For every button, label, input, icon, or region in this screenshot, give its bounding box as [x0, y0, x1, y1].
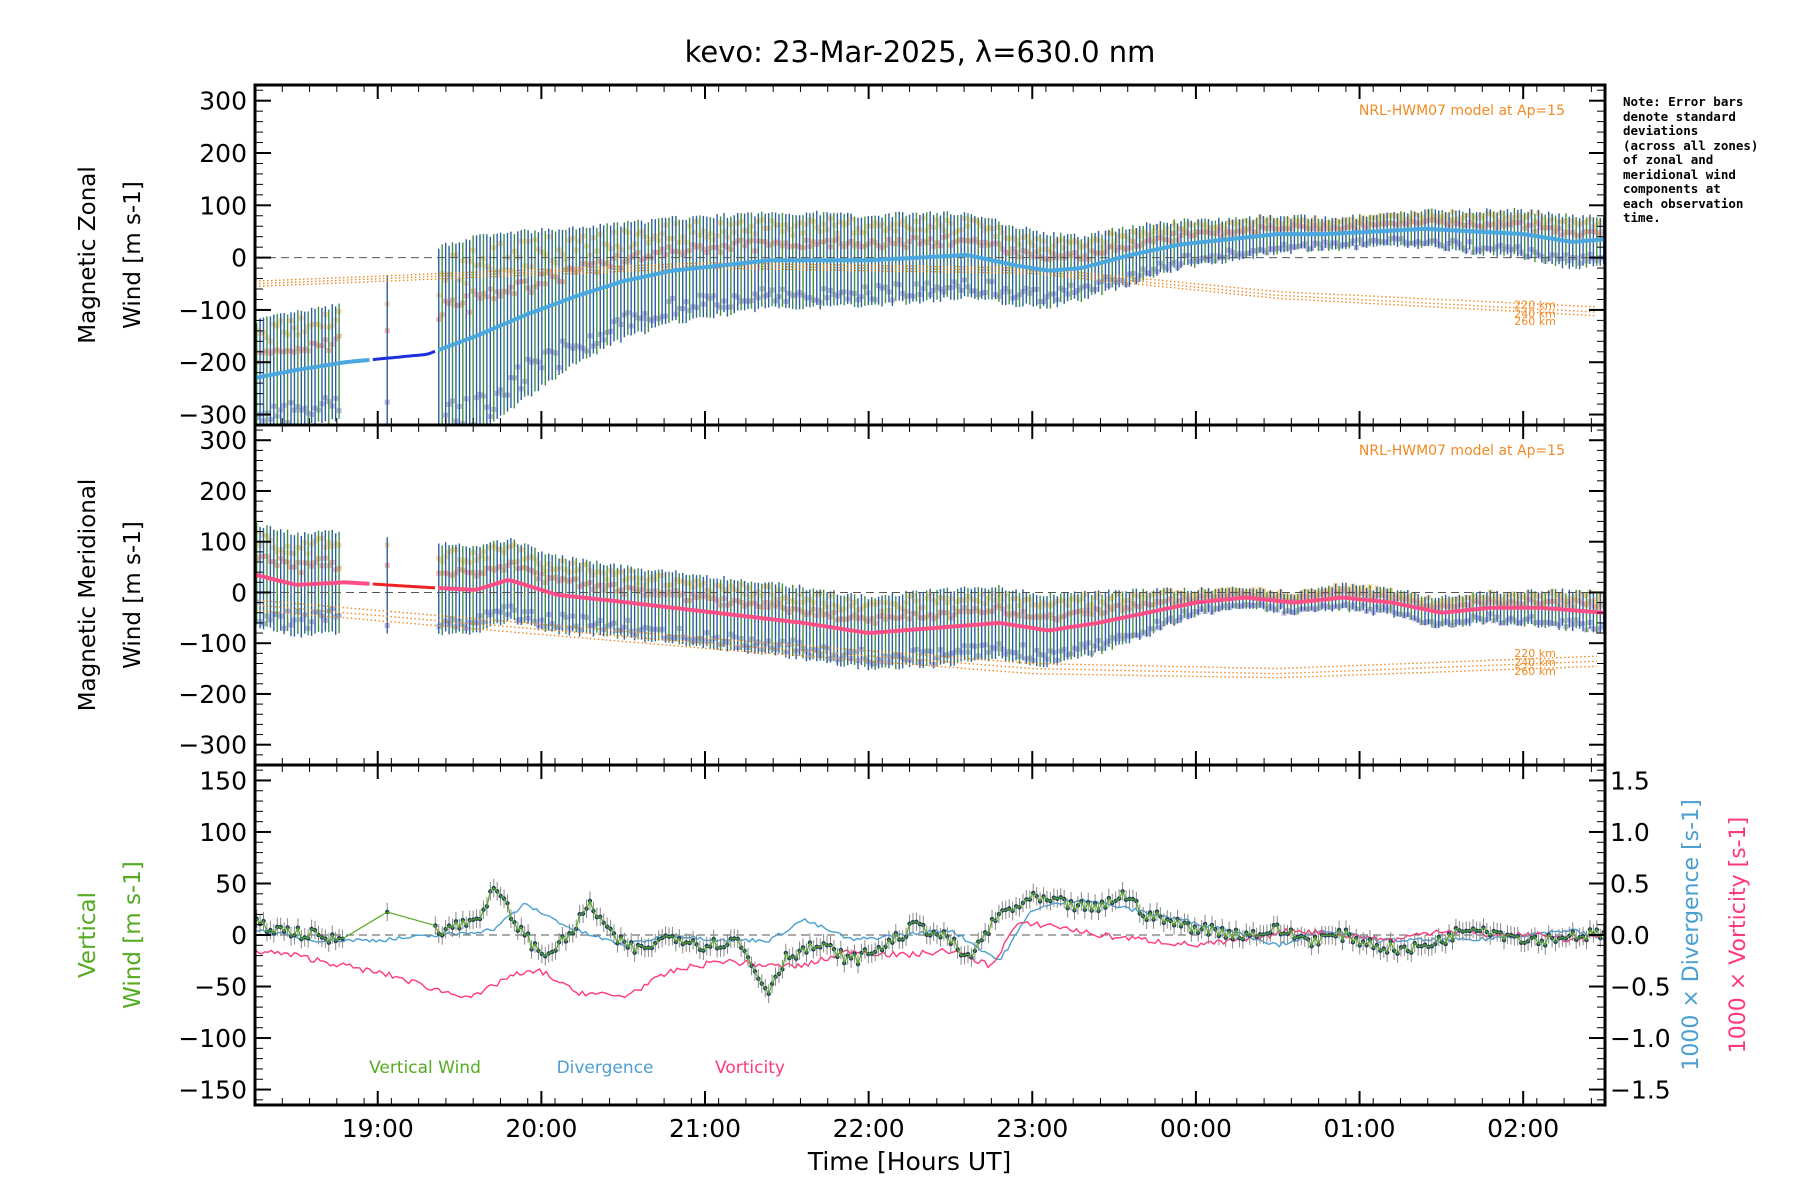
chart-title: kevo: 23-Mar-2025, λ=630.0 nm [685, 35, 1156, 69]
y-tick-label: 200 [199, 139, 247, 168]
note-line: deviations [1623, 123, 1699, 138]
y-tick-label: −100 [178, 296, 247, 325]
y-axis-label: Wind [m s-1] [120, 521, 146, 669]
y-axis-label: Wind [m s-1] [120, 861, 146, 1009]
right-tick-label: 0.0 [1610, 921, 1650, 950]
error-bars-layer [255, 208, 1605, 671]
y-tick-label: −100 [178, 629, 247, 658]
model-height-label: 260 km [1514, 665, 1556, 678]
model-height-label: 220 km [1514, 647, 1556, 660]
model-label: NRL-HWM07 model at Ap=15 [1359, 443, 1565, 459]
bottom-series-group [255, 878, 1605, 1004]
vertical-wind-line [256, 887, 1605, 996]
divergence-line [255, 898, 1604, 961]
series-group [255, 572, 1605, 679]
right-tick-label: −1.5 [1610, 1076, 1671, 1105]
x-tick-label: 21:00 [669, 1114, 741, 1143]
y-tick-label: −200 [178, 680, 247, 709]
y-tick-label: −150 [178, 1076, 247, 1105]
vorticity-line [255, 921, 1604, 999]
error-bar-note: Note: Error bars denote standard deviati… [1623, 94, 1783, 226]
y-axis-label: Wind [m s-1] [120, 181, 146, 329]
y-tick-label: 200 [199, 477, 247, 506]
x-tick-label: 22:00 [833, 1114, 905, 1143]
note-line: time. [1623, 210, 1661, 225]
zone-point [436, 429, 441, 434]
x-tick-label: 02:00 [1487, 1114, 1559, 1143]
y-tick-label: 100 [199, 191, 247, 220]
y-tick-label: 0 [231, 578, 247, 607]
y-tick-label: −50 [194, 973, 247, 1002]
model-curve-240km [255, 604, 1597, 675]
y-axis-label: Vertical [75, 892, 101, 978]
y-tick-label: 300 [199, 426, 247, 455]
right-tick-label: −0.5 [1610, 973, 1671, 1002]
x-axis-label: Time [Hours UT] [807, 1147, 1011, 1176]
x-tick-label: 01:00 [1324, 1114, 1396, 1143]
y-tick-label: 150 [199, 766, 247, 795]
note-line: (across all zones) [1623, 137, 1759, 153]
series-layer [255, 226, 1605, 1004]
y-tick-label: −100 [178, 1024, 247, 1053]
note-line: each observation [1623, 195, 1744, 211]
x-tick-label: 19:00 [342, 1114, 414, 1143]
series-group [255, 226, 1605, 380]
y-tick-label: 100 [199, 818, 247, 847]
y-tick-label: 300 [199, 87, 247, 116]
y-tick-label: 0 [231, 244, 247, 273]
model-curve-260km [255, 609, 1597, 679]
y-axis-label: Magnetic Zonal [75, 166, 101, 344]
x-tick-label: 20:00 [505, 1114, 577, 1143]
y-tick-label: 100 [199, 528, 247, 557]
mean-wind-line [437, 226, 1604, 352]
x-tick-label: 00:00 [1160, 1114, 1232, 1143]
legend-vorticity: Vorticity [715, 1058, 785, 1078]
y-tick-label: 0 [231, 921, 247, 950]
interpolated-wind-line [372, 582, 436, 590]
model-height-label: 240 km [1514, 308, 1556, 321]
right-tick-label: 1.0 [1610, 818, 1650, 847]
note-line: denote standard [1623, 108, 1736, 124]
model-height-label: 240 km [1514, 656, 1556, 669]
vorticity-axis-label: 1000 × Vorticity [s-1] [1726, 817, 1751, 1053]
note-line: meridional wind [1623, 166, 1736, 182]
y-tick-label: −200 [178, 348, 247, 377]
note-line: components at [1623, 181, 1721, 196]
error-bar-group [255, 522, 1605, 671]
right-tick-label: −1.0 [1610, 1024, 1671, 1053]
mean-wind-line [438, 578, 1604, 635]
note-line: Note: Error bars [1623, 94, 1744, 109]
legend-divergence: Divergence [557, 1058, 654, 1078]
right-tick-label: 1.5 [1610, 766, 1650, 795]
interpolated-wind-line [372, 349, 436, 362]
error-bar-group [255, 208, 1605, 425]
model-curve-220km [255, 599, 1597, 670]
mean-wind-line [255, 357, 370, 380]
y-tick-label: −300 [178, 401, 247, 430]
note-line: of zonal and [1623, 152, 1714, 167]
y-axis-label: Magnetic Meridional [75, 479, 101, 712]
zone-point [440, 426, 445, 431]
model-curve-260km [255, 267, 1597, 317]
x-tick-label: 23:00 [996, 1114, 1068, 1143]
model-label: NRL-HWM07 model at Ap=15 [1359, 103, 1565, 119]
y-tick-label: −300 [178, 731, 247, 760]
y-tick-label: 50 [215, 869, 247, 898]
divergence-axis-label: 1000 × Divergence [s-1] [1679, 799, 1704, 1070]
legend-vertical-wind: Vertical Wind [369, 1058, 481, 1078]
model-height-label: 260 km [1514, 315, 1556, 328]
right-tick-label: 0.5 [1610, 869, 1650, 898]
mean-wind-line [255, 572, 370, 587]
model-height-label: 220 km [1514, 298, 1556, 311]
